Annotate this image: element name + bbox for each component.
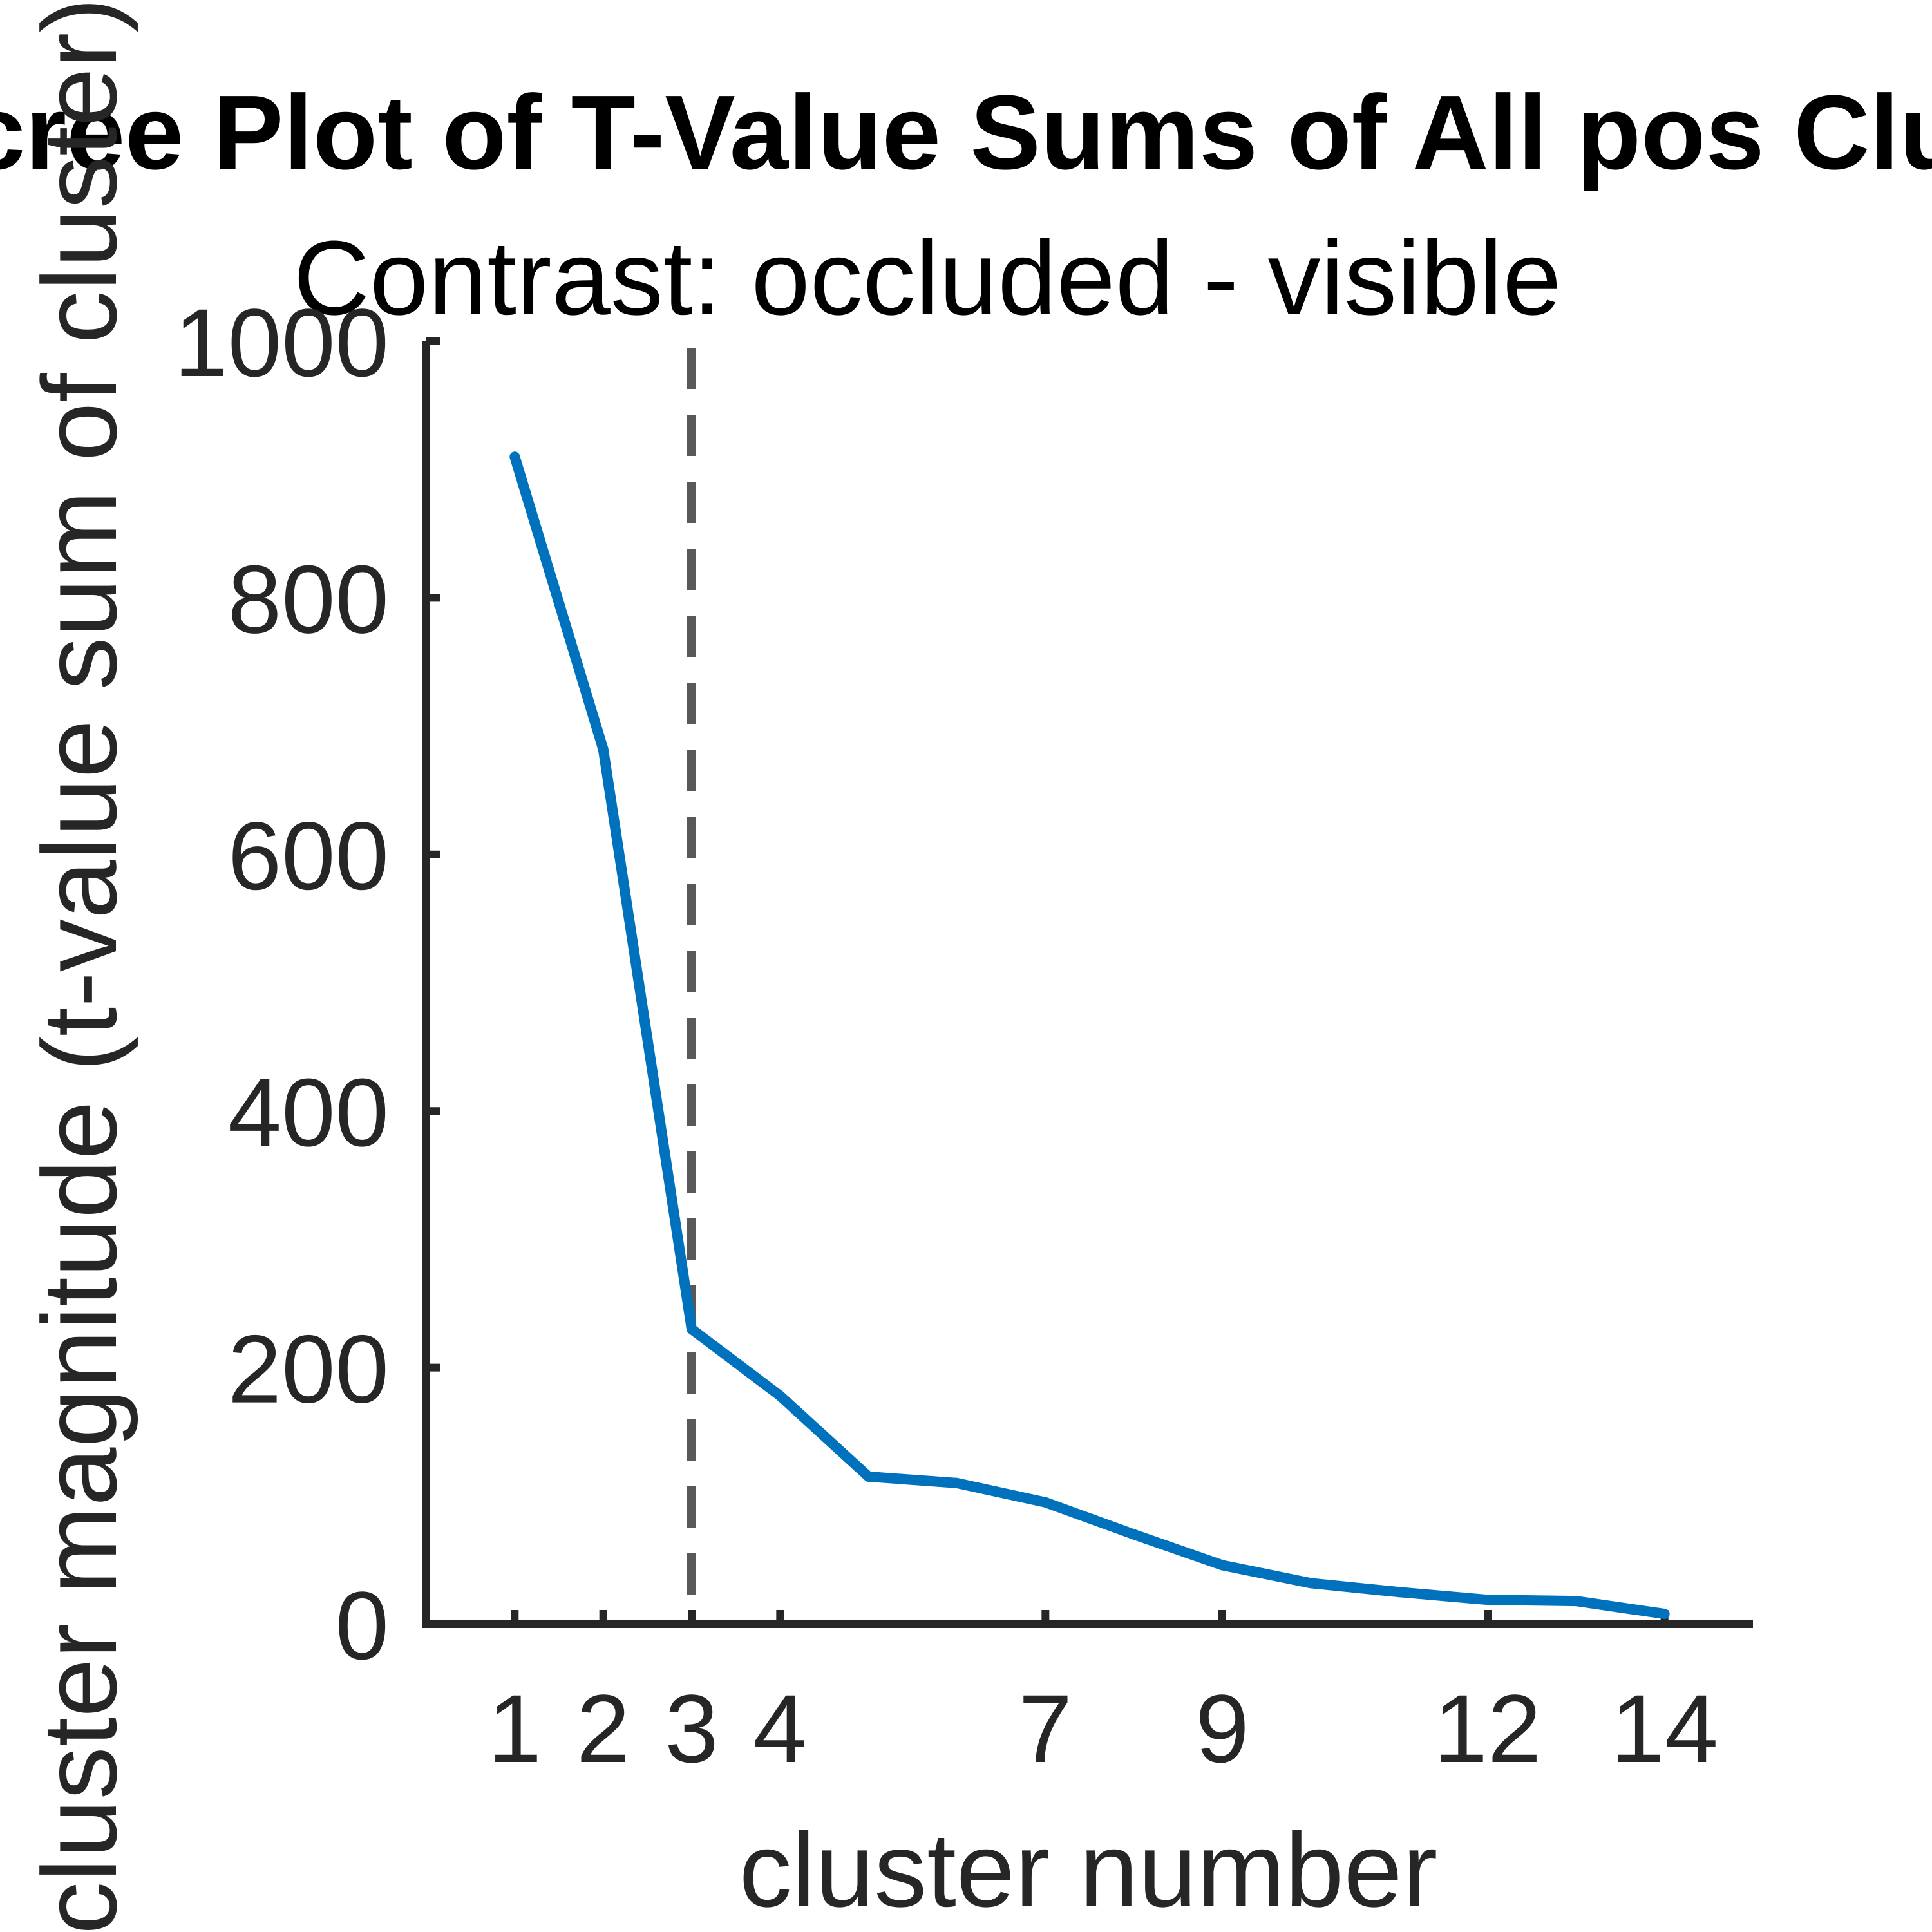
x-tick-label: 4 [753, 1674, 807, 1783]
chart-title: Scree Plot of T-Value Sums of All pos Cl… [0, 73, 1932, 191]
y-tick-label: 0 [336, 1571, 389, 1680]
x-axis-label: cluster number [739, 1811, 1438, 1929]
y-axis-label: cluster magnitude (t-value sum of cluste… [21, 0, 138, 1932]
data-point [598, 744, 609, 755]
x-tick-label: 1 [488, 1674, 542, 1783]
y-tick-label: 400 [228, 1058, 389, 1166]
x-tick-label: 9 [1195, 1674, 1249, 1783]
y-tick-label: 1000 [174, 289, 389, 397]
x-tick-label: 12 [1434, 1674, 1542, 1783]
y-tick-label: 800 [228, 545, 389, 653]
plot-area [509, 348, 1670, 1620]
data-point [1040, 1497, 1051, 1508]
data-point [1305, 1578, 1316, 1589]
x-tick-label: 3 [665, 1674, 718, 1783]
chart-subtitle: Contrast: occluded - visible [294, 219, 1562, 337]
data-point [1659, 1609, 1670, 1620]
data-point [1217, 1560, 1227, 1571]
data-point [509, 451, 520, 462]
y-tick-label: 600 [228, 802, 389, 910]
x-tick-label: 14 [1611, 1674, 1718, 1783]
series-line [509, 455, 1665, 1620]
data-point [775, 1390, 786, 1401]
data-point [1128, 1529, 1139, 1540]
x-tick-label: 7 [1019, 1674, 1072, 1783]
y-tick-label: 200 [228, 1315, 389, 1423]
data-point [952, 1477, 962, 1488]
data-point [1394, 1587, 1405, 1598]
data-point [1482, 1595, 1493, 1605]
data-point [687, 1323, 697, 1334]
data-point [863, 1471, 874, 1482]
x-tick-label: 2 [576, 1674, 630, 1783]
data-point [1571, 1596, 1582, 1607]
